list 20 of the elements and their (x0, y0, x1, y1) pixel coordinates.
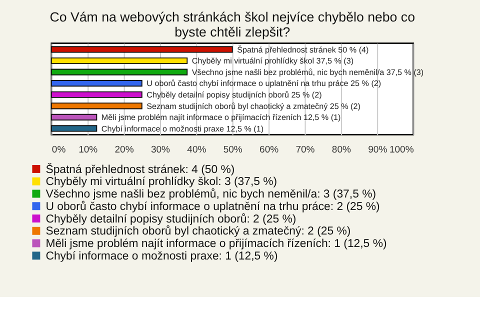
x-tick-label: 10% (78, 144, 98, 156)
legend-label: Chyběly mi virtuální prohlídky škol: 3 (37,5 %) (46, 176, 278, 188)
legend-label: U oborů často chybí informace o uplatnění na trhu práce: 2 (25 %) (46, 200, 380, 213)
x-tick-label: 70% (296, 144, 316, 156)
legend-label: Měli jsme problém najít informace o přijímacích řízeních: 1 (12,5 %) (46, 238, 387, 250)
legend-label: Chyběly detailní popisy studijních oborů: 2 (25 %) (46, 212, 296, 226)
x-tick-label: 100% (389, 144, 414, 156)
x-tick-label: 50% (223, 144, 243, 156)
legend-label: Všechno jsme našli bez problémů, nic bych neměnil/a: 3 (37,5 %) (46, 188, 376, 201)
x-tick-label: 0% (52, 144, 66, 156)
legend-label: Seznam studijních oborů byl chaotický a zmatečný: 2 (25 %) (46, 224, 351, 238)
x-tick-label: 80% (332, 144, 352, 156)
x-tick-label: 40% (187, 144, 207, 156)
x-tick-label: 90% (368, 144, 388, 156)
x-tick-label: 20% (114, 144, 134, 156)
x-tick-label: 30% (150, 144, 171, 156)
x-tick-label: 60% (260, 144, 280, 156)
legend-label: Špatná přehlednost stránek: 4 (50 %) (46, 162, 235, 176)
legend-label: Chybí informace o možnosti praxe: 1 (12,5 %) (46, 250, 278, 262)
chart-title: Co Vám na webových stránkách škol nejvíce chybělo nebo co byste chtěli zlepšit? (50, 9, 416, 40)
